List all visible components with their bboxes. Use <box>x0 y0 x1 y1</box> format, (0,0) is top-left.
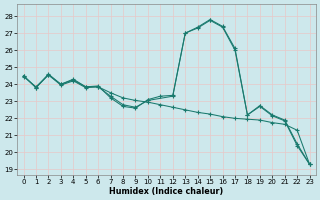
X-axis label: Humidex (Indice chaleur): Humidex (Indice chaleur) <box>109 187 224 196</box>
